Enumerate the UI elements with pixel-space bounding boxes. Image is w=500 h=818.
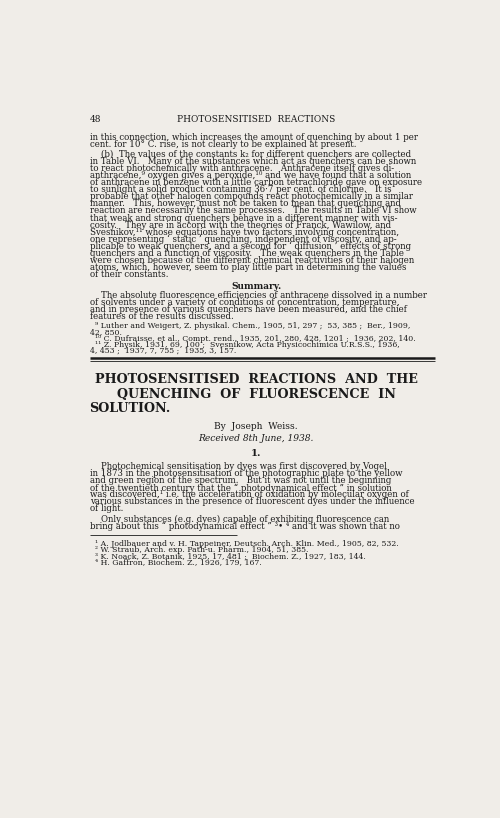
Text: cosity.   They are in accord with the theories of Franck, Wawilow, and: cosity. They are in accord with the theo…: [90, 221, 391, 230]
Text: to react photochemically with anthracene.   Anthracene itself gives di-: to react photochemically with anthracene…: [90, 164, 394, 173]
Text: Only substances (e.g. dyes) capable of exhibiting fluorescence can: Only substances (e.g. dyes) capable of e…: [90, 515, 389, 524]
Text: Received 8th June, 1938.: Received 8th June, 1938.: [198, 434, 314, 443]
Text: The absolute fluorescence efficiencies of anthracene dissolved in a number: The absolute fluorescence efficiencies o…: [90, 291, 426, 300]
Text: probable that other halogen compounds react photochemically in a similar: probable that other halogen compounds re…: [90, 192, 412, 201]
Text: that weak and strong quenchers behave in a different manner with vis-: that weak and strong quenchers behave in…: [90, 213, 397, 222]
Text: were chosen because of the different chemical reactivities of their halogen: were chosen because of the different che…: [90, 256, 414, 265]
Text: and green region of the spectrum.   But it was not until the beginning: and green region of the spectrum. But it…: [90, 476, 391, 485]
Text: ¹⁰ C. Dufraisse, et al., Compt. rend., 1935, 201, 280, 428, 1201 ;  1936, 202, 1: ¹⁰ C. Dufraisse, et al., Compt. rend., 1…: [90, 335, 415, 343]
Text: of anthracene in benzene with a little carbon tetrachloride gave on exposure: of anthracene in benzene with a little c…: [90, 178, 422, 187]
Text: ⁴ H. Gaffron, Biochem. Z., 1926, 179, 167.: ⁴ H. Gaffron, Biochem. Z., 1926, 179, 16…: [90, 559, 262, 567]
Text: in this connection, which increases the amount of quenching by about 1 per: in this connection, which increases the …: [90, 133, 417, 142]
Text: 48: 48: [90, 115, 101, 124]
Text: ⁹ Luther and Weigert, Z. physikal. Chem., 1905, 51, 297 ;  53, 385 ;  Ber., 1909: ⁹ Luther and Weigert, Z. physikal. Chem.…: [90, 322, 410, 330]
Text: ¹¹ Z. Physik, 1931, 69, 100 ;  Svesnikow, Acta Physicochimica U.R.S.S., 1936,: ¹¹ Z. Physik, 1931, 69, 100 ; Svesnikow,…: [90, 341, 400, 348]
Text: of light.: of light.: [90, 505, 123, 514]
Text: various substances in the presence of fluorescent dyes under the influence: various substances in the presence of fl…: [90, 497, 414, 506]
Text: ¹ A. Jodlbauer and v. H. Tappeiner, Deutsch. Arch. Klin. Med., 1905, 82, 532.: ¹ A. Jodlbauer and v. H. Tappeiner, Deut…: [90, 540, 399, 548]
Text: PHOTOSENSITISED  REACTIONS  AND  THE: PHOTOSENSITISED REACTIONS AND THE: [95, 373, 418, 386]
Text: of their constants.: of their constants.: [90, 270, 168, 279]
Text: ³ K. Noack, Z. Botanik, 1925, 17, 481 ;  Biochem. Z., 1927, 183, 144.: ³ K. Noack, Z. Botanik, 1925, 17, 481 ; …: [90, 552, 366, 560]
Text: and in presence of various quenchers have been measured, and the chief: and in presence of various quenchers hav…: [90, 305, 406, 314]
Text: of the twentieth century that the “ photodynamical effect ” in solution: of the twentieth century that the “ phot…: [90, 483, 392, 492]
Text: Summary.: Summary.: [231, 282, 281, 291]
Text: QUENCHING  OF  FLUORESCENCE  IN: QUENCHING OF FLUORESCENCE IN: [117, 388, 396, 401]
Text: to sunlight a solid product containing 36·7 per cent. of chlorine.   It is: to sunlight a solid product containing 3…: [90, 186, 391, 195]
Text: cent. for 10° C. rise, is not clearly to be explained at present.: cent. for 10° C. rise, is not clearly to…: [90, 141, 356, 150]
Text: PHOTOSENSITISED  REACTIONS: PHOTOSENSITISED REACTIONS: [177, 115, 336, 124]
Text: reaction are necessarily the same processes.   The results in Table VI show: reaction are necessarily the same proces…: [90, 206, 416, 215]
Text: was discovered,¹ i.e. the acceleration of oxidation by molecular oxygen of: was discovered,¹ i.e. the acceleration o…: [90, 490, 408, 499]
Text: Svesnikov,¹¹ whose equations have two factors involving concentration,: Svesnikov,¹¹ whose equations have two fa…: [90, 227, 399, 236]
Text: of solvents under a variety of conditions of concentration, temperature,: of solvents under a variety of condition…: [90, 298, 399, 307]
Text: in Table VI.   Many of the substances which act as quenchers can be shown: in Table VI. Many of the substances whic…: [90, 157, 416, 166]
Text: anthracene,⁹ oxygen gives a peroxide,¹⁰ and we have found that a solution: anthracene,⁹ oxygen gives a peroxide,¹⁰ …: [90, 171, 411, 180]
Text: ² W. Straub, Arch. exp. Path-u. Pharm., 1904, 51, 385.: ² W. Straub, Arch. exp. Path-u. Pharm., …: [90, 546, 308, 554]
Text: quenchers and a function of viscosity.   The weak quenchers in the Table: quenchers and a function of viscosity. T…: [90, 249, 404, 258]
Text: 1.: 1.: [251, 448, 262, 457]
Text: (b)  The values of the constants k₂ for different quenchers are collected: (b) The values of the constants k₂ for d…: [90, 150, 411, 160]
Text: in 1873 in the photosensitisation of the photographic plate to the yellow: in 1873 in the photosensitisation of the…: [90, 469, 402, 478]
Text: 42, 850.: 42, 850.: [90, 329, 122, 336]
Text: one representing ‘ static ’ quenching, independent of viscosity, and ap-: one representing ‘ static ’ quenching, i…: [90, 235, 396, 244]
Text: manner.   This, however, must not be taken to mean that quenching and: manner. This, however, must not be taken…: [90, 200, 401, 209]
Text: plicable to weak quenchers, and a second for ‘ diffusion ’ effects of strong: plicable to weak quenchers, and a second…: [90, 242, 411, 251]
Text: atoms, which, however, seem to play little part in determining the values: atoms, which, however, seem to play litt…: [90, 263, 406, 272]
Text: features of the results discussed.: features of the results discussed.: [90, 312, 234, 321]
Text: 4, 453 ;  1937, 7, 755 ;  1935, 3, 157.: 4, 453 ; 1937, 7, 755 ; 1935, 3, 157.: [90, 347, 236, 355]
Text: bring about this “ photodynamical effect ” ³• ⁴ and it was shown that no: bring about this “ photodynamical effect…: [90, 522, 400, 531]
Text: Photochemical sensitisation by dyes was first discovered by Vogel: Photochemical sensitisation by dyes was …: [90, 462, 387, 471]
Text: By  Joseph  Weiss.: By Joseph Weiss.: [214, 422, 298, 431]
Text: SOLUTION.: SOLUTION.: [90, 402, 171, 416]
